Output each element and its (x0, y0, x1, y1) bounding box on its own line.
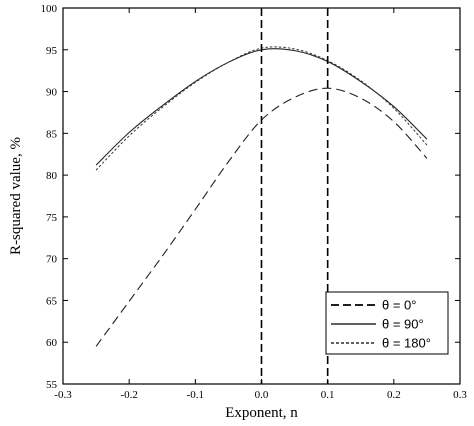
x-tick-label: 0.1 (321, 389, 335, 401)
legend-label-2: θ = 90° (382, 317, 424, 332)
x-axis-label: Exponent, n (225, 405, 298, 421)
y-tick-label: 60 (46, 337, 58, 349)
y-tick-label: 85 (46, 128, 58, 140)
legend-box (325, 291, 449, 355)
y-tick-label: 100 (41, 3, 58, 15)
x-tick-label: -0.1 (187, 389, 204, 401)
x-tick-label: -0.3 (54, 389, 72, 401)
legend-label-3: θ = 180° (382, 336, 431, 351)
y-tick-label: 65 (46, 295, 58, 307)
y-tick-label: 75 (46, 212, 58, 224)
x-tick-label: -0.2 (120, 389, 137, 401)
y-tick-label: 80 (46, 170, 58, 182)
legend: θ = 0° θ = 90° θ = 180° (325, 291, 449, 355)
x-tick-label: 0.2 (387, 389, 401, 401)
x-tick-label: 0.3 (453, 389, 467, 401)
legend-label-1: θ = 0° (382, 298, 416, 313)
ticks: -0.3 -0.2 -0.1 0.0 0.1 0.2 0.3 55 60 65 70 75 80 85 90… (41, 3, 468, 401)
y-axis-label: R-squared value, % (8, 137, 24, 255)
vertical-lines (260, 8, 329, 384)
y-tick-label: 90 (46, 87, 58, 99)
y-tick-label: 70 (46, 254, 58, 266)
x-tick-label: 0.0 (255, 389, 269, 401)
y-tick-label: 95 (46, 45, 58, 57)
y-tick-label: 55 (46, 379, 58, 391)
